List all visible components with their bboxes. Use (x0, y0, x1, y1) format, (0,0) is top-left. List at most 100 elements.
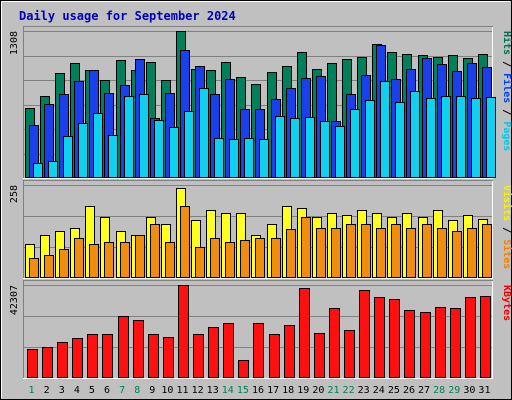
bar-pages-day-30 (471, 98, 481, 178)
bar-kbytes-day-14 (223, 323, 234, 378)
bar-pages-day-3 (63, 136, 73, 178)
x-label-day-10: 10 (161, 385, 173, 396)
bar-pages-day-23 (365, 100, 375, 178)
bar-kbytes-day-23 (359, 290, 370, 378)
bar-pages-day-19 (305, 117, 315, 178)
x-label-day-25: 25 (388, 385, 400, 396)
legend-separator: / (501, 55, 512, 73)
bar-sites-day-3 (59, 249, 69, 278)
bar-pages-day-14 (229, 139, 239, 178)
x-label-day-26: 26 (403, 385, 415, 396)
bar-pages-day-27 (426, 98, 436, 178)
x-label-day-12: 12 (192, 385, 204, 396)
bar-kbytes-day-5 (87, 334, 98, 378)
bar-sites-day-1 (29, 258, 39, 278)
x-label-day-4: 4 (74, 385, 80, 396)
legend-visits-sites: Visits / Sites (501, 185, 512, 269)
panel-max-label: 1308 (9, 31, 20, 55)
bar-sites-day-29 (452, 231, 462, 278)
legend-item-hits: Hits (501, 31, 512, 55)
chart-title: Daily usage for September 2024 (19, 9, 236, 23)
bar-sites-day-7 (120, 242, 130, 278)
panel-visits-sites: 258 Visits / Sites (9, 180, 512, 279)
bar-kbytes-day-15 (238, 360, 249, 378)
bar-pages-day-18 (290, 118, 300, 178)
legend-text: Visits / Sites (501, 185, 512, 269)
bar-kbytes-day-2 (42, 347, 53, 378)
legend-item-visits: Visits (501, 185, 512, 221)
bar-kbytes-day-28 (435, 307, 446, 378)
bar-pages-day-15 (244, 138, 254, 178)
legend-item-files: Files (501, 73, 512, 103)
bar-sites-day-18 (286, 229, 296, 278)
bar-sites-day-19 (301, 217, 311, 278)
bar-sites-day-27 (422, 224, 432, 278)
bar-pages-day-22 (350, 109, 360, 178)
bar-sites-day-2 (44, 255, 54, 278)
x-label-day-30: 30 (463, 385, 475, 396)
x-label-day-3: 3 (59, 385, 65, 396)
bar-pages-day-7 (124, 96, 134, 178)
bar-pages-day-10 (169, 127, 179, 178)
x-label-day-19: 19 (297, 385, 309, 396)
legend-item-kbytes: KBytes (501, 285, 512, 321)
legend-text: Hits / Files / Pages (501, 31, 512, 151)
bar-sites-day-23 (361, 224, 371, 278)
bar-kbytes-day-19 (299, 288, 310, 378)
bar-sites-day-8 (135, 235, 145, 278)
bar-pages-day-12 (199, 88, 209, 178)
bar-sites-day-6 (104, 242, 114, 278)
x-label-day-5: 5 (89, 385, 95, 396)
x-label-day-28: 28 (433, 385, 445, 396)
chart-panels: 1308 Hits / Files / Pages 258 Visits / Site… (9, 26, 512, 379)
x-label-day-2: 2 (44, 385, 50, 396)
bar-sites-day-26 (406, 228, 416, 278)
bar-kbytes-day-17 (269, 334, 280, 378)
x-label-day-16: 16 (252, 385, 264, 396)
x-label-day-14: 14 (222, 385, 234, 396)
bar-pages-day-26 (410, 91, 420, 178)
bar-sites-day-9 (150, 224, 160, 278)
bar-kbytes-day-24 (374, 297, 385, 378)
x-label-day-29: 29 (448, 385, 460, 396)
x-label-day-24: 24 (373, 385, 385, 396)
bar-sites-day-20 (316, 228, 326, 278)
bar-kbytes-day-4 (72, 338, 83, 378)
bar-kbytes-day-18 (284, 325, 295, 378)
bar-pages-day-16 (259, 139, 269, 178)
panel-max-label: 258 (9, 185, 20, 203)
bar-pages-day-20 (320, 121, 330, 178)
bar-sites-day-22 (346, 224, 356, 278)
bar-pages-day-8 (139, 94, 149, 178)
bar-kbytes-day-9 (148, 334, 159, 378)
x-label-day-23: 23 (358, 385, 370, 396)
bar-pages-day-21 (335, 126, 345, 178)
bar-sites-day-5 (89, 244, 99, 278)
x-label-day-6: 6 (104, 385, 110, 396)
x-label-day-22: 22 (343, 385, 355, 396)
bar-kbytes-day-31 (480, 296, 491, 378)
bar-sites-day-4 (74, 238, 84, 278)
bar-sites-day-12 (195, 247, 205, 278)
panel-hits-files-pages: 1308 Hits / Files / Pages (9, 26, 512, 179)
x-label-day-18: 18 (282, 385, 294, 396)
bar-sites-day-30 (467, 228, 477, 278)
bar-kbytes-day-6 (102, 334, 113, 378)
bar-sites-day-14 (225, 242, 235, 278)
bar-sites-day-16 (255, 238, 265, 278)
x-axis-labels: 1 2 3 4 5 6 7 8 9 10 11 12 13 14 15 16 17 18 19 20 21 22 23 24 2… (29, 385, 491, 396)
bar-pages-day-17 (275, 116, 285, 178)
x-label-day-7: 7 (119, 385, 125, 396)
bar-kbytes-day-20 (314, 333, 325, 378)
bar-sites-day-11 (180, 206, 190, 278)
bar-kbytes-day-7 (118, 316, 129, 378)
bar-kbytes-day-26 (404, 310, 415, 378)
bar-sites-day-15 (240, 240, 250, 278)
bar-pages-day-5 (93, 113, 103, 178)
bar-pages-day-4 (78, 123, 88, 178)
panel-max-label: 42307 (9, 285, 20, 315)
bar-pages-day-24 (380, 81, 390, 178)
x-label-day-17: 17 (267, 385, 279, 396)
bar-pages-day-13 (214, 138, 224, 178)
bar-kbytes-day-3 (57, 342, 68, 378)
